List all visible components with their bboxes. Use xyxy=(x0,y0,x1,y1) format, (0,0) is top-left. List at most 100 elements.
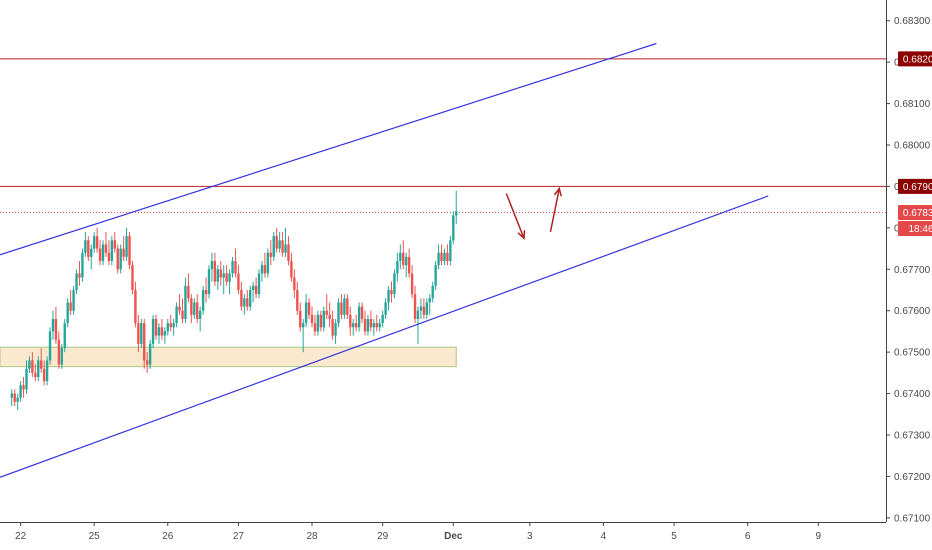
x-tick-label: 5 xyxy=(671,531,677,542)
price-tag-label: 0.67837 xyxy=(903,208,932,219)
candle-body xyxy=(257,273,261,295)
y-tick-label: 0.68100 xyxy=(894,99,931,110)
candle xyxy=(366,314,370,336)
candle xyxy=(378,319,381,332)
candle xyxy=(193,298,196,319)
arrow-shaft xyxy=(549,188,561,233)
candle-body xyxy=(254,285,258,295)
candle xyxy=(431,281,434,303)
candle-body xyxy=(375,323,378,328)
candle xyxy=(354,314,358,332)
candle xyxy=(66,298,69,328)
horizontal-levels[interactable] xyxy=(0,58,886,214)
candle xyxy=(266,248,270,278)
candle-body xyxy=(57,339,61,365)
trend-line-1[interactable] xyxy=(0,195,769,478)
candle xyxy=(257,269,261,299)
candle-body xyxy=(381,314,384,324)
candle-body xyxy=(269,252,273,257)
arrow-1[interactable] xyxy=(549,186,562,233)
candle-body xyxy=(425,302,429,315)
candle-body xyxy=(51,319,55,332)
candle xyxy=(251,281,255,303)
candle-body xyxy=(384,302,387,315)
projection-arrows[interactable] xyxy=(505,186,562,240)
candle xyxy=(166,319,169,336)
candle xyxy=(84,232,87,257)
candle-body xyxy=(449,240,452,261)
candle-body xyxy=(325,310,328,315)
candle-body xyxy=(151,319,155,344)
candle xyxy=(316,310,320,336)
candle-body xyxy=(357,306,361,328)
candle-body xyxy=(369,319,373,328)
candle xyxy=(304,294,308,328)
candle xyxy=(384,298,387,319)
candle-body xyxy=(210,261,214,270)
candle-body xyxy=(440,252,443,261)
candle xyxy=(299,302,302,332)
candle xyxy=(219,261,222,286)
candle xyxy=(42,360,46,386)
candle-body xyxy=(299,310,302,328)
candle-body xyxy=(160,327,164,336)
candle-body xyxy=(104,244,108,253)
candle-body xyxy=(231,261,234,274)
trend-channel[interactable] xyxy=(0,42,769,478)
candle xyxy=(334,319,337,344)
price-tag-bg xyxy=(898,51,932,67)
candle xyxy=(54,306,58,344)
candle-body xyxy=(281,240,284,253)
candle xyxy=(75,269,78,295)
candle xyxy=(340,294,343,319)
candle xyxy=(231,256,234,278)
candle xyxy=(169,314,172,332)
y-tick-label: 0.67300 xyxy=(894,431,931,442)
candle xyxy=(148,339,152,369)
candle-body xyxy=(22,385,25,390)
candle-body xyxy=(198,310,202,319)
candle-body xyxy=(178,306,181,311)
y-tick-label: 0.67200 xyxy=(894,472,931,483)
y-tick-label: 0.67100 xyxy=(894,513,931,524)
trend-line-0[interactable] xyxy=(0,42,657,256)
candle-body xyxy=(90,248,93,257)
y-tick-label: 0.68300 xyxy=(894,16,931,27)
candle-body xyxy=(340,302,343,315)
candle xyxy=(248,285,252,311)
candle xyxy=(313,314,317,336)
candle xyxy=(322,306,325,332)
candle-body xyxy=(322,310,325,328)
candle xyxy=(337,298,340,328)
candle xyxy=(254,277,258,299)
candle-body xyxy=(352,323,355,328)
candle xyxy=(134,281,137,328)
candle-body xyxy=(107,252,111,261)
arrow-0[interactable] xyxy=(505,193,526,240)
support-zone[interactable] xyxy=(0,346,457,368)
candle xyxy=(57,331,61,369)
candle xyxy=(375,314,378,332)
candle xyxy=(207,265,211,299)
candle xyxy=(390,281,393,303)
candle-body xyxy=(452,215,455,241)
candle xyxy=(198,306,202,332)
candle-body xyxy=(125,236,128,257)
candle-body xyxy=(443,252,446,261)
y-tick-label: 0.67700 xyxy=(894,265,931,276)
candle-body xyxy=(387,290,390,303)
candle xyxy=(301,319,305,353)
candle-body xyxy=(193,302,196,315)
candle-body xyxy=(313,323,317,332)
candle-body xyxy=(260,265,264,274)
candle xyxy=(387,285,390,311)
x-tick-label: Dec xyxy=(444,531,463,542)
support-zone-rect[interactable] xyxy=(0,346,457,368)
candle xyxy=(260,261,264,282)
candle-body xyxy=(354,323,358,328)
price-tag-label: 0.68208 xyxy=(903,54,932,65)
candle xyxy=(307,298,311,319)
